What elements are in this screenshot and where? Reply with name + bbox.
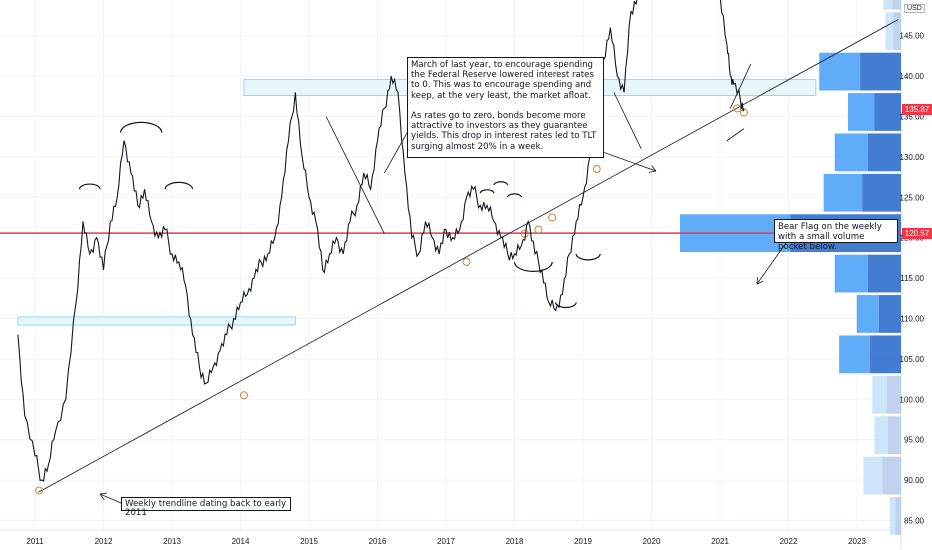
pattern-line (726, 128, 745, 142)
volume-bar-down (834, 254, 868, 293)
annotation-arrows (99, 149, 787, 504)
y-tick-label: 140.00 (900, 72, 925, 81)
volume-bar-up (893, 12, 901, 51)
pattern-arc (575, 253, 601, 261)
y-tick-label: 105.00 (900, 355, 925, 364)
volume-bar-down (889, 497, 896, 535)
volume-bar-down (883, 0, 893, 10)
volume-bar-down (823, 173, 863, 212)
volume-bar-up (895, 497, 901, 535)
y-tick-label: 125.00 (900, 193, 925, 202)
pattern-arc (507, 193, 522, 198)
y-tick-label: 95.00 (904, 436, 925, 445)
support-zone (17, 316, 296, 326)
pivot-circle (35, 486, 44, 495)
pivot-circle (462, 257, 471, 266)
volume-bar-up (878, 295, 901, 333)
y-tick-label: 130.00 (900, 153, 925, 162)
x-tick-label: 2020 (643, 537, 661, 546)
x-tick-label: 2016 (369, 537, 387, 546)
volume-bar-up (860, 52, 901, 91)
pattern-arc (78, 183, 101, 190)
volume-bar-up (886, 375, 901, 414)
pattern-arc (555, 302, 577, 309)
volume-bar-up (887, 416, 901, 455)
y-tick-label: 115.00 (900, 274, 924, 283)
currency-label[interactable]: USD (904, 4, 925, 13)
pivot-circle (733, 104, 742, 113)
pivot-circle (548, 213, 557, 222)
x-tick-label: 2014 (232, 537, 250, 546)
y-tick-label: 145.00 (900, 32, 925, 41)
x-tick-label: 2017 (437, 537, 455, 546)
x-tick-label: 2013 (163, 537, 181, 546)
volume-profile (680, 0, 901, 535)
volume-bar-down (834, 133, 868, 172)
pattern-arcs (35, 104, 748, 495)
arrow-shaft (596, 149, 657, 172)
bear-flag-lines (325, 63, 752, 234)
y-axis: 85.00 90.00 95.00 100.00 105.00 110.00 115.00 1… (900, 0, 925, 526)
volume-bar-down (872, 375, 887, 414)
volume-bar-down (847, 93, 875, 131)
x-tick-label: 2023 (848, 537, 866, 546)
volume-bar-down (819, 52, 861, 91)
y-tick-label: 85.00 (904, 517, 925, 526)
y-tick-label: 100.00 (900, 395, 925, 404)
pattern-arc (164, 181, 194, 190)
x-axis: 2011 2012 2013 2014 2015 2016 2017 2018 2019 2020… (26, 537, 866, 546)
volume-bar-down (839, 335, 871, 374)
pattern-line (613, 92, 642, 149)
pivot-circle (534, 225, 543, 234)
pattern-arc (513, 261, 553, 272)
level-price-badge: 120.57 (902, 227, 932, 239)
price-line (17, 0, 745, 482)
x-tick-label: 2018 (506, 537, 524, 546)
annotation-weekly-trendline[interactable]: Weekly trendline dating back to early 20… (121, 497, 291, 518)
volume-bar-up (874, 93, 901, 131)
x-tick-label: 2015 (300, 537, 318, 546)
volume-bar-up (867, 133, 901, 172)
pattern-arc (493, 181, 509, 186)
volume-bar-down (874, 416, 888, 455)
arrow-shaft (756, 242, 787, 285)
pattern-arc (479, 189, 495, 194)
volume-bar-up (882, 456, 901, 495)
pattern-line (729, 63, 752, 109)
arrow-shaft (99, 493, 122, 504)
y-tick-label: 135.00 (900, 113, 925, 122)
volume-bar-up (870, 335, 901, 374)
pattern-arc (120, 121, 163, 133)
volume-bar-down (863, 456, 883, 495)
volume-bar-down (885, 12, 894, 51)
x-tick-label: 2011 (26, 537, 44, 546)
y-tick-label: 110.00 (900, 315, 924, 324)
y-tick-label: 90.00 (904, 476, 925, 485)
pattern-line (325, 116, 385, 234)
weekly-trendline[interactable] (38, 19, 899, 493)
last-price-badge: 135.87 (902, 103, 932, 115)
pivot-circle (592, 165, 601, 174)
volume-bar-up (867, 254, 901, 293)
volume-bar-up (862, 173, 901, 212)
arrow-head (756, 276, 764, 285)
volume-bar-down (856, 295, 879, 333)
arrow-head (649, 165, 657, 173)
x-tick-label: 2022 (780, 537, 798, 546)
x-tick-label: 2019 (574, 537, 592, 546)
annotation-bear-flag[interactable]: Bear Flag on the weekly with a small vol… (774, 219, 898, 252)
annotation-fed-rates[interactable]: March of last year, to encourage spendin… (407, 57, 604, 158)
x-tick-label: 2012 (95, 537, 113, 546)
arrow-head (99, 492, 107, 500)
volume-bar-up (892, 0, 901, 10)
pivot-circle (239, 391, 248, 400)
x-tick-label: 2021 (711, 537, 729, 546)
